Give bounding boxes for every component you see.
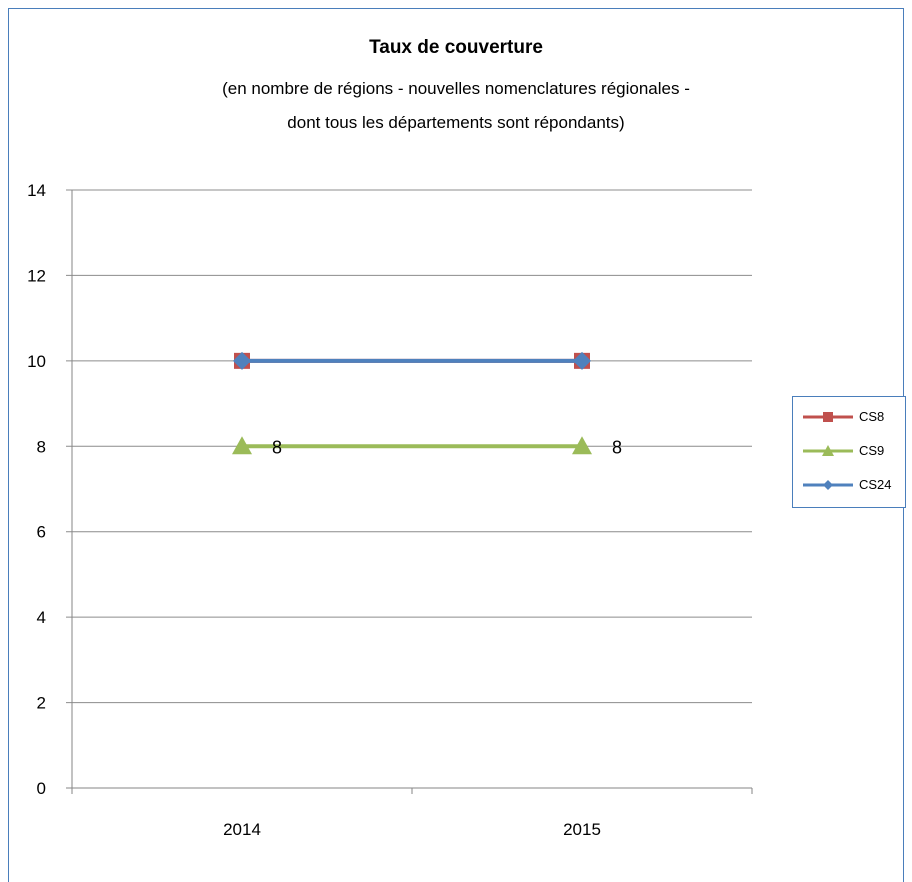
- legend-label-cs9: CS9: [859, 443, 885, 458]
- y-tick-label-10: 10: [27, 352, 46, 371]
- legend-item-cs24: CS24: [801, 475, 905, 495]
- data-point-cs9-2014: [232, 436, 252, 455]
- x-tick-label-2015: 2015: [563, 820, 601, 839]
- chart-legend: CS8 CS9 CS24: [792, 396, 906, 508]
- data-label-cs9-2015: 8: [612, 437, 622, 457]
- y-tick-label-0: 0: [37, 779, 46, 798]
- y-tick-label-2: 2: [37, 694, 46, 713]
- x-tick-label-2014: 2014: [223, 820, 261, 839]
- y-tick-label-6: 6: [37, 523, 46, 542]
- legend-swatch-cs9: [803, 445, 853, 456]
- y-tick-label-4: 4: [37, 608, 46, 627]
- data-point-cs24-2014: [233, 351, 251, 370]
- legend-swatch-cs8: [803, 412, 853, 422]
- legend-item-cs8: CS8: [801, 407, 905, 427]
- legend-label-cs8: CS8: [859, 409, 885, 424]
- y-tick-label-8: 8: [37, 437, 46, 456]
- chart-subtitle-line-2: dont tous les départements sont répondan…: [287, 113, 625, 132]
- data-label-cs9-2014: 8: [272, 437, 282, 457]
- y-tick-label-14: 14: [27, 181, 46, 200]
- y-tick-label-12: 12: [27, 266, 46, 285]
- chart-subtitle-line-1: (en nombre de régions - nouvelles nomenc…: [222, 79, 690, 98]
- legend-swatch-cs24: [803, 480, 853, 490]
- chart-title: Taux de couverture: [369, 37, 543, 58]
- legend-item-cs9: CS9: [801, 441, 905, 461]
- data-point-cs24-2015: [573, 351, 591, 370]
- data-point-cs9-2015: [572, 436, 592, 455]
- legend-label-cs24: CS24: [859, 477, 892, 492]
